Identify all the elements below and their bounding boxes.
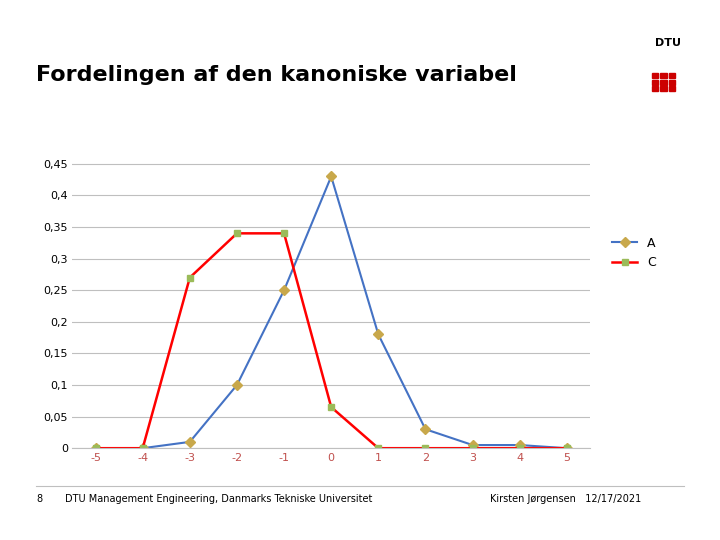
A — [562, 445, 571, 451]
C — [374, 445, 382, 451]
Legend: A, C: A, C — [607, 232, 661, 274]
A — [233, 382, 241, 388]
A — [421, 426, 430, 433]
C — [186, 274, 194, 281]
Text: DTU Management Engineering, Danmarks Tekniske Universitet: DTU Management Engineering, Danmarks Tek… — [65, 494, 372, 504]
C — [421, 445, 430, 451]
C — [233, 230, 241, 237]
A — [280, 287, 289, 293]
A — [186, 438, 194, 445]
A — [468, 442, 477, 448]
A — [91, 445, 100, 451]
Text: Kirsten Jørgensen   12/17/2021: Kirsten Jørgensen 12/17/2021 — [490, 494, 641, 504]
C — [562, 445, 571, 451]
C — [516, 445, 524, 451]
C — [468, 445, 477, 451]
A — [516, 442, 524, 448]
A — [327, 173, 336, 180]
Line: C: C — [92, 230, 570, 451]
C — [91, 445, 100, 451]
Line: A: A — [92, 173, 570, 451]
C — [280, 230, 289, 237]
C — [327, 404, 336, 410]
Text: 8: 8 — [36, 494, 42, 504]
A — [374, 331, 382, 338]
Text: Fordelingen af den kanoniske variabel: Fordelingen af den kanoniske variabel — [36, 65, 517, 85]
C — [138, 445, 147, 451]
A — [138, 445, 147, 451]
Text: DTU: DTU — [655, 38, 681, 48]
